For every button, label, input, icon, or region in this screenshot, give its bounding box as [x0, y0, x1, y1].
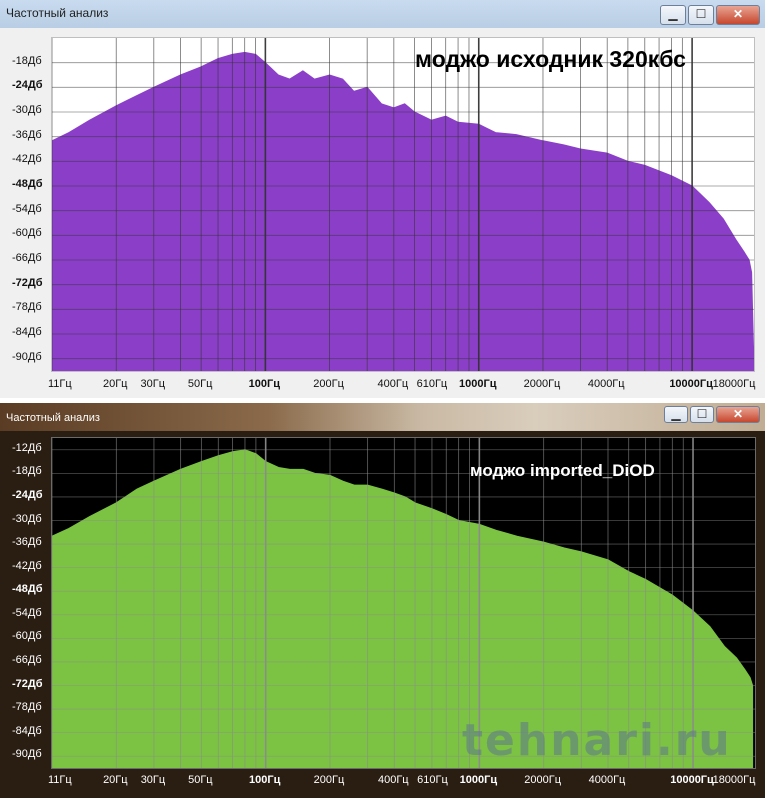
x-tick-label: 50Гц [187, 378, 213, 390]
title-bar[interactable]: Частотный анализ ▁ ☐ ✕ [0, 0, 765, 28]
x-tick-label: 4000Гц [588, 774, 626, 786]
y-tick-label: -48Дб [12, 178, 43, 190]
y-tick-label: -72Дб [12, 276, 43, 289]
y-tick-label: -54Дб [12, 202, 42, 215]
maximize-button[interactable]: ☐ [688, 5, 714, 25]
y-tick-label: -42Дб [12, 559, 42, 572]
x-tick-label: 11Гц [48, 774, 72, 786]
y-tick-label: -90Дб [12, 350, 42, 363]
window-title: Частотный анализ [6, 6, 109, 20]
x-tick-label: 100Гц [248, 774, 281, 786]
spectrum-area [52, 449, 754, 768]
x-tick-label: 1000Гц [459, 378, 497, 390]
x-tick-label: 30Гц [140, 774, 166, 786]
x-tick-label: 2000Гц [524, 774, 562, 786]
y-tick-label: -42Дб [12, 153, 42, 166]
y-tick-label: -60Дб [12, 630, 42, 643]
spectrum-area [52, 51, 754, 371]
spectrum-plot [51, 437, 756, 769]
spectrum-plot [51, 37, 755, 372]
x-tick-label: 20Гц [103, 774, 128, 786]
y-tick-label: -66Дб [12, 653, 42, 666]
y-tick-label: -84Дб [12, 724, 42, 737]
x-tick-label: 200Гц [313, 378, 344, 390]
close-button[interactable]: ✕ [716, 406, 760, 423]
x-tick-label: 4000Гц [587, 378, 625, 390]
y-tick-label: -78Дб [12, 301, 42, 314]
chart-annotation: моджо исходник 320кбс [415, 46, 686, 72]
spectrum-svg [52, 438, 755, 768]
title-bar[interactable]: Частотный анализ ▁ ☐ ✕ [0, 403, 765, 431]
x-tick-label: 30Гц [140, 378, 166, 390]
spectrum-window-bottom: Частотный анализ ▁ ☐ ✕ -12Дб -18Дб -24Дб -3… [0, 403, 765, 798]
x-tick-label: 10000Гц [669, 378, 713, 390]
watermark: tehnari.ru [462, 715, 732, 766]
spectrum-svg [52, 38, 754, 371]
x-tick-label: 20Гц [102, 378, 128, 390]
y-tick-label: -30Дб [12, 512, 42, 525]
y-tick-label: -30Дб [12, 104, 42, 116]
x-tick-label: 400Гц [378, 774, 409, 786]
maximize-button[interactable]: ☐ [690, 406, 714, 423]
x-tick-label: 610Гц [417, 774, 448, 786]
chart-annotation: моджо imported_DiOD [470, 461, 655, 480]
close-button[interactable]: ✕ [716, 5, 760, 25]
x-tick-label: 18000Гц [712, 378, 756, 390]
y-tick-label: -24Дб [12, 488, 43, 501]
y-tick-label: -18Дб [12, 54, 42, 67]
x-tick-label: 11Гц [47, 378, 72, 390]
spectrum-window-top: Частотный анализ ▁ ☐ ✕ -18Дб -24Дб -30Дб -3… [0, 0, 765, 398]
y-tick-label: -18Дб [12, 465, 42, 478]
window-title: Частотный анализ [6, 412, 100, 424]
x-tick-label: 1000Гц [459, 774, 498, 786]
y-tick-label: -24Дб [12, 79, 43, 92]
minimize-button[interactable]: ▁ [660, 5, 686, 25]
x-tick-label: 100Гц [248, 378, 281, 390]
x-tick-label: 50Гц [188, 774, 213, 786]
y-tick-label: -54Дб [12, 606, 42, 619]
y-tick-label: -36Дб [12, 536, 42, 549]
y-tick-label: -48Дб [12, 583, 43, 596]
x-tick-label: 200Гц [313, 774, 345, 786]
y-tick-label: -36Дб [12, 128, 42, 141]
y-tick-label: -90Дб [12, 748, 42, 761]
y-tick-label: -66Дб [12, 252, 42, 264]
x-tick-label: 610Гц [416, 378, 448, 390]
minimize-button[interactable]: ▁ [664, 406, 688, 423]
y-tick-label: -84Дб [12, 326, 42, 338]
x-tick-label: 2000Гц [523, 378, 561, 390]
y-tick-label: -78Дб [12, 701, 42, 714]
x-tick-label: 10000Гц [670, 774, 714, 786]
x-tick-label: 400Гц [377, 378, 409, 390]
y-tick-label: -72Дб [12, 677, 43, 690]
x-tick-label: 18000Гц [712, 774, 756, 786]
y-tick-label: -12Дб [12, 441, 42, 454]
y-tick-label: -60Дб [12, 227, 42, 240]
